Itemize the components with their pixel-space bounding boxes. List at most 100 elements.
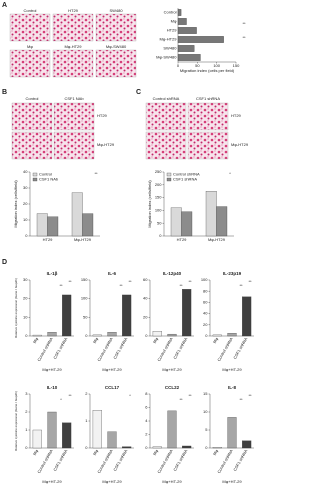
y-tick-label: 0: [25, 233, 28, 238]
x-tick-label: Mφ: [32, 336, 39, 344]
y-tick-label: 150: [81, 277, 88, 282]
row-label: HT29: [231, 113, 242, 118]
bar: [107, 332, 117, 337]
bar: [47, 332, 57, 337]
chart-title: IL-8: [228, 385, 236, 390]
micrograph: [9, 49, 51, 78]
y-tick-label: 100: [155, 207, 162, 212]
y-tick-label: 50: [83, 314, 88, 319]
micrograph: [52, 13, 94, 42]
image-label: SW480: [109, 8, 123, 13]
y-tick-label: 15: [203, 391, 208, 396]
image-label: Control: [24, 8, 37, 13]
x-tick-label: HT29: [177, 237, 188, 242]
y-tick-label: 0: [25, 333, 28, 338]
bar: [177, 36, 224, 43]
y-tick-label: 30: [23, 277, 28, 282]
significance: **: [242, 21, 246, 26]
bar: [107, 431, 117, 449]
figure: A B C D Control HT29 SW480 Mφ Mφ-HT29 Mφ-SW48…: [2, 1, 254, 485]
x-axis-label: Mφ+HT-29: [162, 367, 182, 372]
bar: [177, 18, 187, 25]
y-tick-label: Mφ-SW480: [156, 55, 177, 60]
y-tick-label: 40: [23, 169, 28, 174]
image-label: HT29: [68, 8, 79, 13]
x-tick-label: 50: [195, 63, 200, 68]
y-tick-label: 1: [25, 427, 28, 432]
y-tick-label: 0: [159, 233, 162, 238]
bar: [205, 191, 217, 237]
panel-label: B: [2, 89, 7, 96]
significance: **: [179, 283, 183, 288]
y-tick-label: 0: [145, 333, 148, 338]
chart-title: IL-23p19: [223, 271, 242, 276]
x-axis-label: Migration index (cells per field): [180, 68, 235, 73]
y-tick-label: 20: [23, 201, 28, 206]
y-tick-label: 10: [23, 217, 28, 222]
bar: [36, 213, 48, 237]
significance: **: [128, 279, 132, 284]
micrograph: [187, 131, 229, 160]
x-tick-label: 150: [233, 63, 240, 68]
significance: **: [242, 35, 246, 40]
x-tick-label: Mφ: [152, 448, 159, 456]
significance: **: [188, 393, 192, 398]
bar: [182, 445, 192, 449]
y-tick-label: 6: [145, 405, 148, 410]
bar: [32, 429, 42, 449]
chart-title: IL-10: [47, 385, 58, 390]
bar: [216, 206, 228, 237]
bar: [122, 446, 132, 449]
x-axis-label: Mφ+HT-29: [42, 479, 62, 484]
y-tick-label: 50: [157, 220, 162, 225]
significance: **: [68, 393, 72, 398]
x-axis-label: Mφ+HT-29: [162, 479, 182, 484]
legend-swatch: [32, 177, 38, 182]
legend-label: Control: [39, 172, 52, 177]
bar: [181, 211, 193, 237]
y-tick-label: 250: [155, 169, 162, 174]
significance: **: [239, 283, 243, 288]
significance: **: [68, 279, 72, 284]
row-label: Mφ-HT29: [231, 142, 249, 147]
row-label: HT29: [97, 113, 108, 118]
y-tick-label: 40: [203, 311, 208, 316]
bar: [62, 422, 72, 449]
panel-label: C: [136, 89, 141, 96]
y-tick-label: 3: [25, 391, 28, 396]
x-tick-label: Mφ: [212, 448, 219, 456]
bar: [212, 334, 222, 337]
panel-label: A: [2, 2, 7, 9]
column-label: CSF1 NAb: [64, 96, 84, 101]
chart-title: IL-6: [108, 271, 116, 276]
panel-label: D: [2, 259, 7, 266]
y-tick-label: 5: [205, 427, 208, 432]
y-tick-label: 20: [23, 296, 28, 301]
bar: [170, 207, 182, 237]
x-tick-label: Mφ: [92, 336, 99, 344]
significance: **: [59, 283, 63, 288]
micrograph: [53, 131, 95, 160]
bar: [227, 417, 237, 449]
x-tick-label: Mφ-HT29: [208, 237, 226, 242]
bar: [92, 410, 102, 449]
legend-label: CSF1 shRNA: [173, 177, 197, 182]
y-axis-label: Migration index (cells/field): [13, 180, 18, 228]
y-tick-label: 4: [145, 418, 148, 423]
y-tick-label: 0: [85, 333, 88, 338]
chart-title: IL-1β: [47, 271, 58, 276]
micrograph: [9, 13, 51, 42]
y-tick-label: 8: [145, 391, 148, 396]
y-tick-label: 60: [143, 277, 148, 282]
row-label: Mφ-HT29: [97, 142, 115, 147]
image-label: Mφ-SW480: [106, 44, 127, 49]
y-axis-label: Relative cytokine expression (Gene / Gap…: [14, 278, 18, 338]
bar: [177, 54, 201, 61]
bar: [182, 289, 192, 337]
x-axis-label: Mφ+HT-29: [42, 367, 62, 372]
y-tick-label: 40: [143, 296, 148, 301]
x-axis-label: Mφ+HT-29: [102, 367, 122, 372]
significance: *: [229, 171, 231, 176]
significance: **: [179, 397, 183, 402]
y-tick-label: 100: [81, 296, 88, 301]
